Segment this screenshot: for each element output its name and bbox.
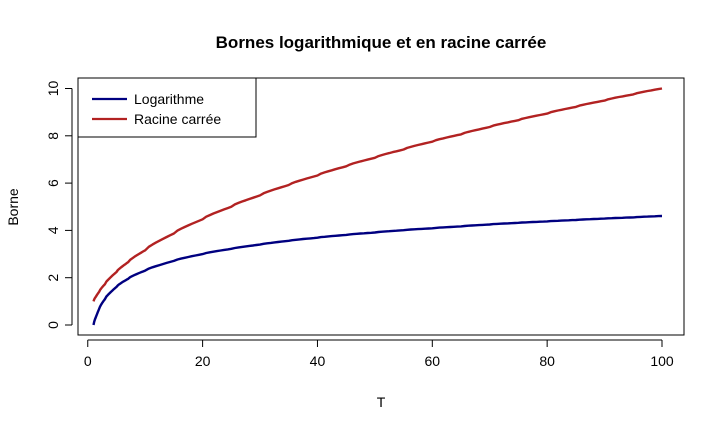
y-tick-label: 8 xyxy=(45,132,61,140)
legend: Logarithme Racine carrée xyxy=(77,77,257,138)
plot-area-frame xyxy=(77,77,685,336)
x-tick-label: 80 xyxy=(539,353,555,369)
x-axis-title: T xyxy=(377,394,386,410)
legend-label-racine-carree: Racine carrée xyxy=(134,111,221,127)
legend-label-logarithme: Logarithme xyxy=(134,91,204,107)
y-axis: 0 2 4 6 8 10 xyxy=(45,81,73,329)
x-axis: 0 20 40 60 80 100 xyxy=(84,339,674,369)
y-tick-label: 4 xyxy=(45,226,61,234)
y-axis-title: Borne xyxy=(5,188,21,226)
y-tick-label: 10 xyxy=(45,81,61,97)
chart-title: Bornes logarithmique et en racine carrée xyxy=(216,33,547,52)
series-line-logarithme xyxy=(92,214,663,326)
x-tick-label: 0 xyxy=(84,353,92,369)
x-tick-label: 20 xyxy=(195,353,211,369)
x-tick-label: 60 xyxy=(425,353,441,369)
x-tick-label: 100 xyxy=(650,353,674,369)
y-tick-label: 2 xyxy=(45,274,61,282)
x-tick-label: 40 xyxy=(310,353,326,369)
series-line-racine-carree xyxy=(92,87,663,302)
series-layer xyxy=(92,87,663,326)
legend-box xyxy=(77,77,257,138)
y-tick-label: 0 xyxy=(45,321,61,329)
y-tick-label: 6 xyxy=(45,179,61,187)
